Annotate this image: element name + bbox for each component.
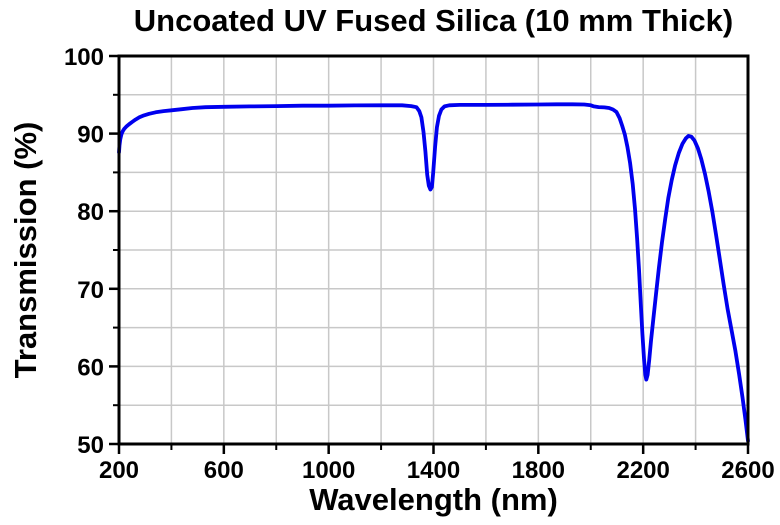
x-tick-label: 200 — [99, 457, 139, 484]
chart-title: Uncoated UV Fused Silica (10 mm Thick) — [133, 3, 734, 38]
x-tick-label: 2600 — [721, 457, 774, 484]
x-tick-label: 2200 — [616, 457, 669, 484]
y-tick-label: 50 — [77, 432, 104, 459]
plot-border — [117, 54, 750, 446]
y-tick-label: 60 — [77, 354, 104, 381]
y-tick-label: 70 — [77, 277, 104, 304]
x-tick-label: 1000 — [302, 457, 355, 484]
x-tick-label: 600 — [204, 457, 244, 484]
x-tick-label: 1400 — [407, 457, 460, 484]
transmission-curve — [117, 102, 750, 443]
y-tick-label: 80 — [77, 199, 104, 226]
y-tick-label: 100 — [64, 44, 104, 71]
x-axis-label: Wavelength (nm) — [309, 482, 558, 517]
y-axis-label: Transmission (%) — [8, 121, 43, 379]
y-tick-label: 90 — [77, 122, 104, 149]
x-tick-label: 1800 — [512, 457, 565, 484]
